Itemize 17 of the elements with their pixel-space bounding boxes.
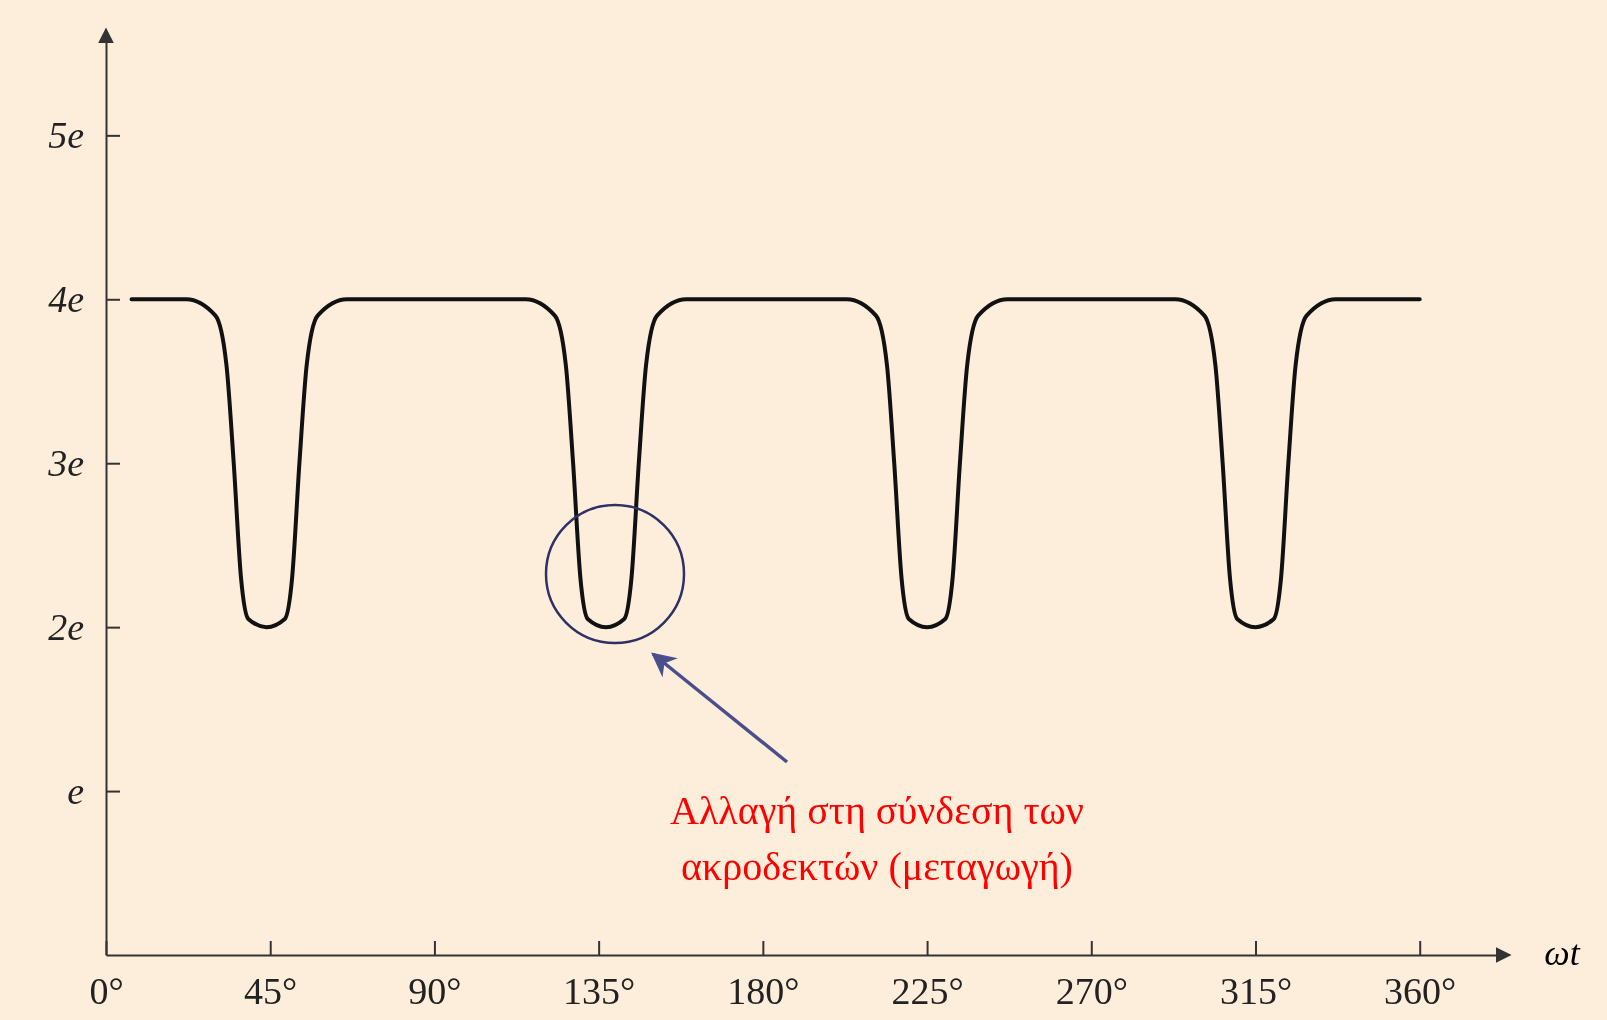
x-tick-label: 270° — [1055, 969, 1128, 1012]
x-tick-label: 0° — [89, 969, 124, 1012]
x-tick-label: 225° — [891, 969, 964, 1012]
x-axis-title: ωt — [1544, 933, 1581, 973]
x-tick-label: 180° — [727, 969, 800, 1012]
y-tick-label: 3e — [47, 441, 85, 484]
y-tick-label: 4e — [48, 277, 85, 320]
x-tick-label: 360° — [1384, 969, 1457, 1012]
y-tick-label: 2e — [48, 605, 85, 648]
annotation: Αλλαγή στη σύνδεση των ακροδεκτών (μεταγωγή) — [670, 788, 1084, 889]
x-tick-label: 45° — [244, 969, 298, 1012]
y-tick-label: 5e — [48, 114, 85, 157]
x-tick-label: 315° — [1219, 969, 1293, 1012]
y-tick-label: e — [67, 769, 85, 812]
line-series — [129, 297, 1422, 630]
x-tick-label: 135° — [563, 969, 636, 1012]
x-tick-label: 90° — [408, 969, 462, 1012]
